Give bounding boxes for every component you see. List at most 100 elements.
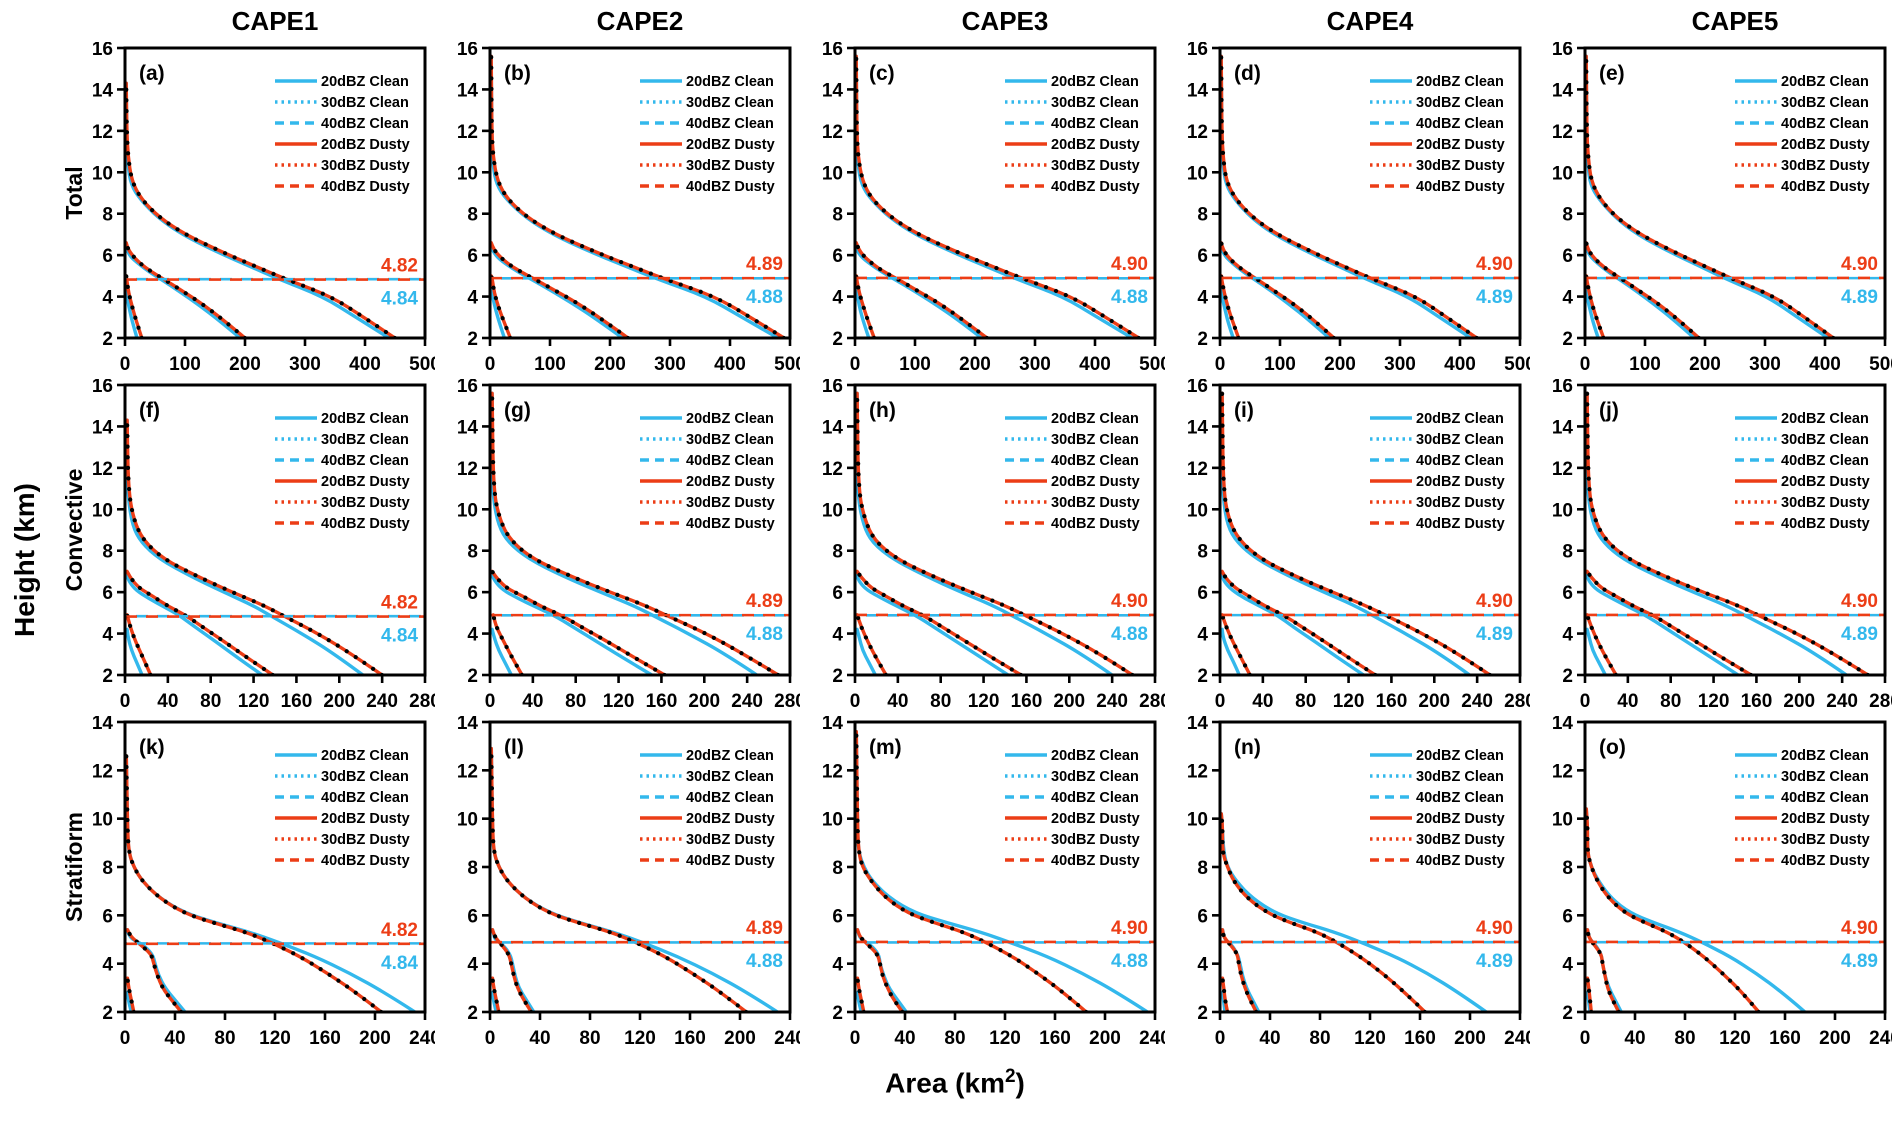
x-tick-label: 120 — [1354, 1028, 1386, 1049]
legend-label: 30dBZ Dusty — [1416, 158, 1505, 174]
x-axis-label: Area (km2) — [755, 1066, 1155, 1099]
legend-label: 30dBZ Dusty — [1416, 495, 1505, 511]
y-tick-label: 4 — [467, 625, 478, 646]
legend-label: 30dBZ Clean — [1416, 769, 1504, 785]
x-tick-label: 200 — [1324, 354, 1356, 375]
axis-frame — [488, 383, 792, 677]
x-tick-label: 160 — [646, 691, 678, 712]
y-tick-label: 6 — [467, 246, 478, 267]
x-tick-label: 100 — [899, 354, 931, 375]
x-tick-label: 120 — [603, 691, 635, 712]
legend-label: 40dBZ Clean — [1416, 790, 1504, 806]
x-tick-label: 200 — [724, 1028, 756, 1049]
x-tick-label: 0 — [1580, 1028, 1591, 1049]
y-tick-label: 4 — [832, 955, 843, 976]
y-tick-label: 4 — [467, 955, 478, 976]
x-tick-label: 240 — [1096, 691, 1128, 712]
y-tick-label: 16 — [92, 379, 113, 397]
panel-c: 0 100 200 300 400 500 2 4 6 8 10 12 14 16 (c) 20dBZ Cle… — [822, 42, 1165, 375]
x-tick-label: 200 — [1454, 1028, 1486, 1049]
x-tick-label: 40 — [529, 1028, 550, 1049]
y-tick-label: 2 — [467, 329, 478, 350]
y-tick-label: 6 — [1562, 583, 1573, 604]
legend-label: 30dBZ Clean — [686, 769, 774, 785]
x-tick-label: 0 — [1215, 1028, 1226, 1049]
y-tick-label: 14 — [1552, 716, 1574, 734]
y-tick-label: 16 — [1552, 379, 1573, 397]
curve-30dbz-dusty — [490, 569, 667, 675]
panel-d: 0 100 200 300 400 500 2 4 6 8 10 12 14 16 (d) 20dBZ Cle… — [1187, 42, 1530, 375]
legend-label: 20dBZ Clean — [1416, 411, 1504, 427]
melting-value-clean: 4.89 — [1841, 287, 1878, 308]
legend-label: 30dBZ Clean — [321, 95, 409, 111]
y-tick-label: 8 — [1197, 205, 1208, 226]
legend-label: 30dBZ Clean — [1416, 95, 1504, 111]
x-tick-label: 0 — [850, 691, 861, 712]
y-tick-label: 14 — [457, 80, 479, 101]
legend-label: 30dBZ Dusty — [1781, 495, 1870, 511]
x-tick-label: 160 — [1039, 1028, 1071, 1049]
y-tick-label: 10 — [1187, 810, 1208, 831]
y-tick-label: 4 — [467, 288, 478, 309]
curve-dots-40dbz-dusty — [855, 612, 889, 675]
y-tick-label: 10 — [92, 500, 113, 521]
x-tick-label: 40 — [157, 691, 178, 712]
x-tick-label: 40 — [1617, 691, 1638, 712]
curve-40dbz-dusty — [490, 976, 501, 1012]
melting-value-dusty: 4.90 — [1841, 254, 1878, 275]
legend-label: 40dBZ Clean — [686, 453, 774, 469]
panel-letter: (f) — [139, 399, 160, 422]
curve-dots-40dbz-dusty — [490, 273, 513, 338]
panel-o: 0 40 80 120 160 200 240 2 4 6 8 10 12 14 (o) 20dBZ Clea… — [1552, 716, 1892, 1049]
legend-label: 40dBZ Clean — [1781, 453, 1869, 469]
curve-40dbz-clean — [855, 286, 871, 338]
y-tick-label: 12 — [457, 761, 478, 782]
x-tick-label: 200 — [229, 354, 261, 375]
y-tick-label: 10 — [822, 163, 843, 184]
y-tick-label: 12 — [822, 459, 843, 480]
melting-value-clean: 4.88 — [746, 287, 783, 308]
curve-40dbz-clean — [1585, 627, 1608, 675]
y-tick-label: 8 — [102, 542, 113, 563]
y-tick-label: 14 — [1552, 80, 1574, 101]
y-tick-label: 2 — [1197, 329, 1208, 350]
curve-dots-30dbz-dusty — [125, 927, 184, 1012]
plot-area — [1585, 391, 1870, 675]
curve-40dbz-dusty — [855, 976, 866, 1012]
legend-label: 40dBZ Clean — [686, 116, 774, 132]
y-tick-label: 2 — [1197, 666, 1208, 687]
legend-label: 20dBZ Clean — [686, 748, 774, 764]
legend-label: 40dBZ Dusty — [1051, 853, 1140, 869]
legend-label: 40dBZ Clean — [1051, 116, 1139, 132]
x-tick-label: 80 — [200, 691, 221, 712]
x-tick-label: 240 — [1139, 1028, 1165, 1049]
y-tick-label: 12 — [1552, 761, 1573, 782]
legend-label: 30dBZ Dusty — [686, 832, 775, 848]
column-title-cape1: CAPE1 — [231, 6, 319, 36]
x-tick-label: 0 — [485, 354, 496, 375]
y-tick-label: 8 — [1197, 858, 1208, 879]
y-tick-label: 12 — [92, 122, 113, 143]
x-tick-label: 240 — [1826, 691, 1858, 712]
x-tick-label: 100 — [169, 354, 201, 375]
melting-value-dusty: 4.89 — [746, 918, 783, 939]
curve-dots-20dbz-dusty — [1585, 391, 1870, 675]
legend-label: 20dBZ Dusty — [686, 137, 775, 153]
x-tick-label: 0 — [485, 691, 496, 712]
x-tick-label: 40 — [887, 691, 908, 712]
curve-dots-30dbz-dusty — [1585, 927, 1621, 1012]
legend-label: 20dBZ Dusty — [1416, 474, 1505, 490]
melting-value-clean: 4.89 — [1476, 287, 1513, 308]
curve-dots-30dbz-dusty — [490, 240, 631, 338]
legend-label: 40dBZ Dusty — [1416, 179, 1505, 195]
y-tick-label: 12 — [822, 122, 843, 143]
y-tick-label: 2 — [1197, 1003, 1208, 1024]
legend-label: 40dBZ Dusty — [1781, 516, 1870, 532]
curve-20dbz-dusty — [490, 746, 748, 1012]
legend-label: 20dBZ Clean — [321, 748, 409, 764]
panel-letter: (d) — [1234, 62, 1261, 85]
x-tick-label: 280 — [1504, 691, 1530, 712]
legend-label: 20dBZ Dusty — [1781, 474, 1870, 490]
panel-i: 0 40 80 120 160 200 240 280 2 4 6 8 10 12 14 16 (i) 20dBZ… — [1187, 379, 1530, 712]
axis-frame — [1583, 383, 1887, 677]
